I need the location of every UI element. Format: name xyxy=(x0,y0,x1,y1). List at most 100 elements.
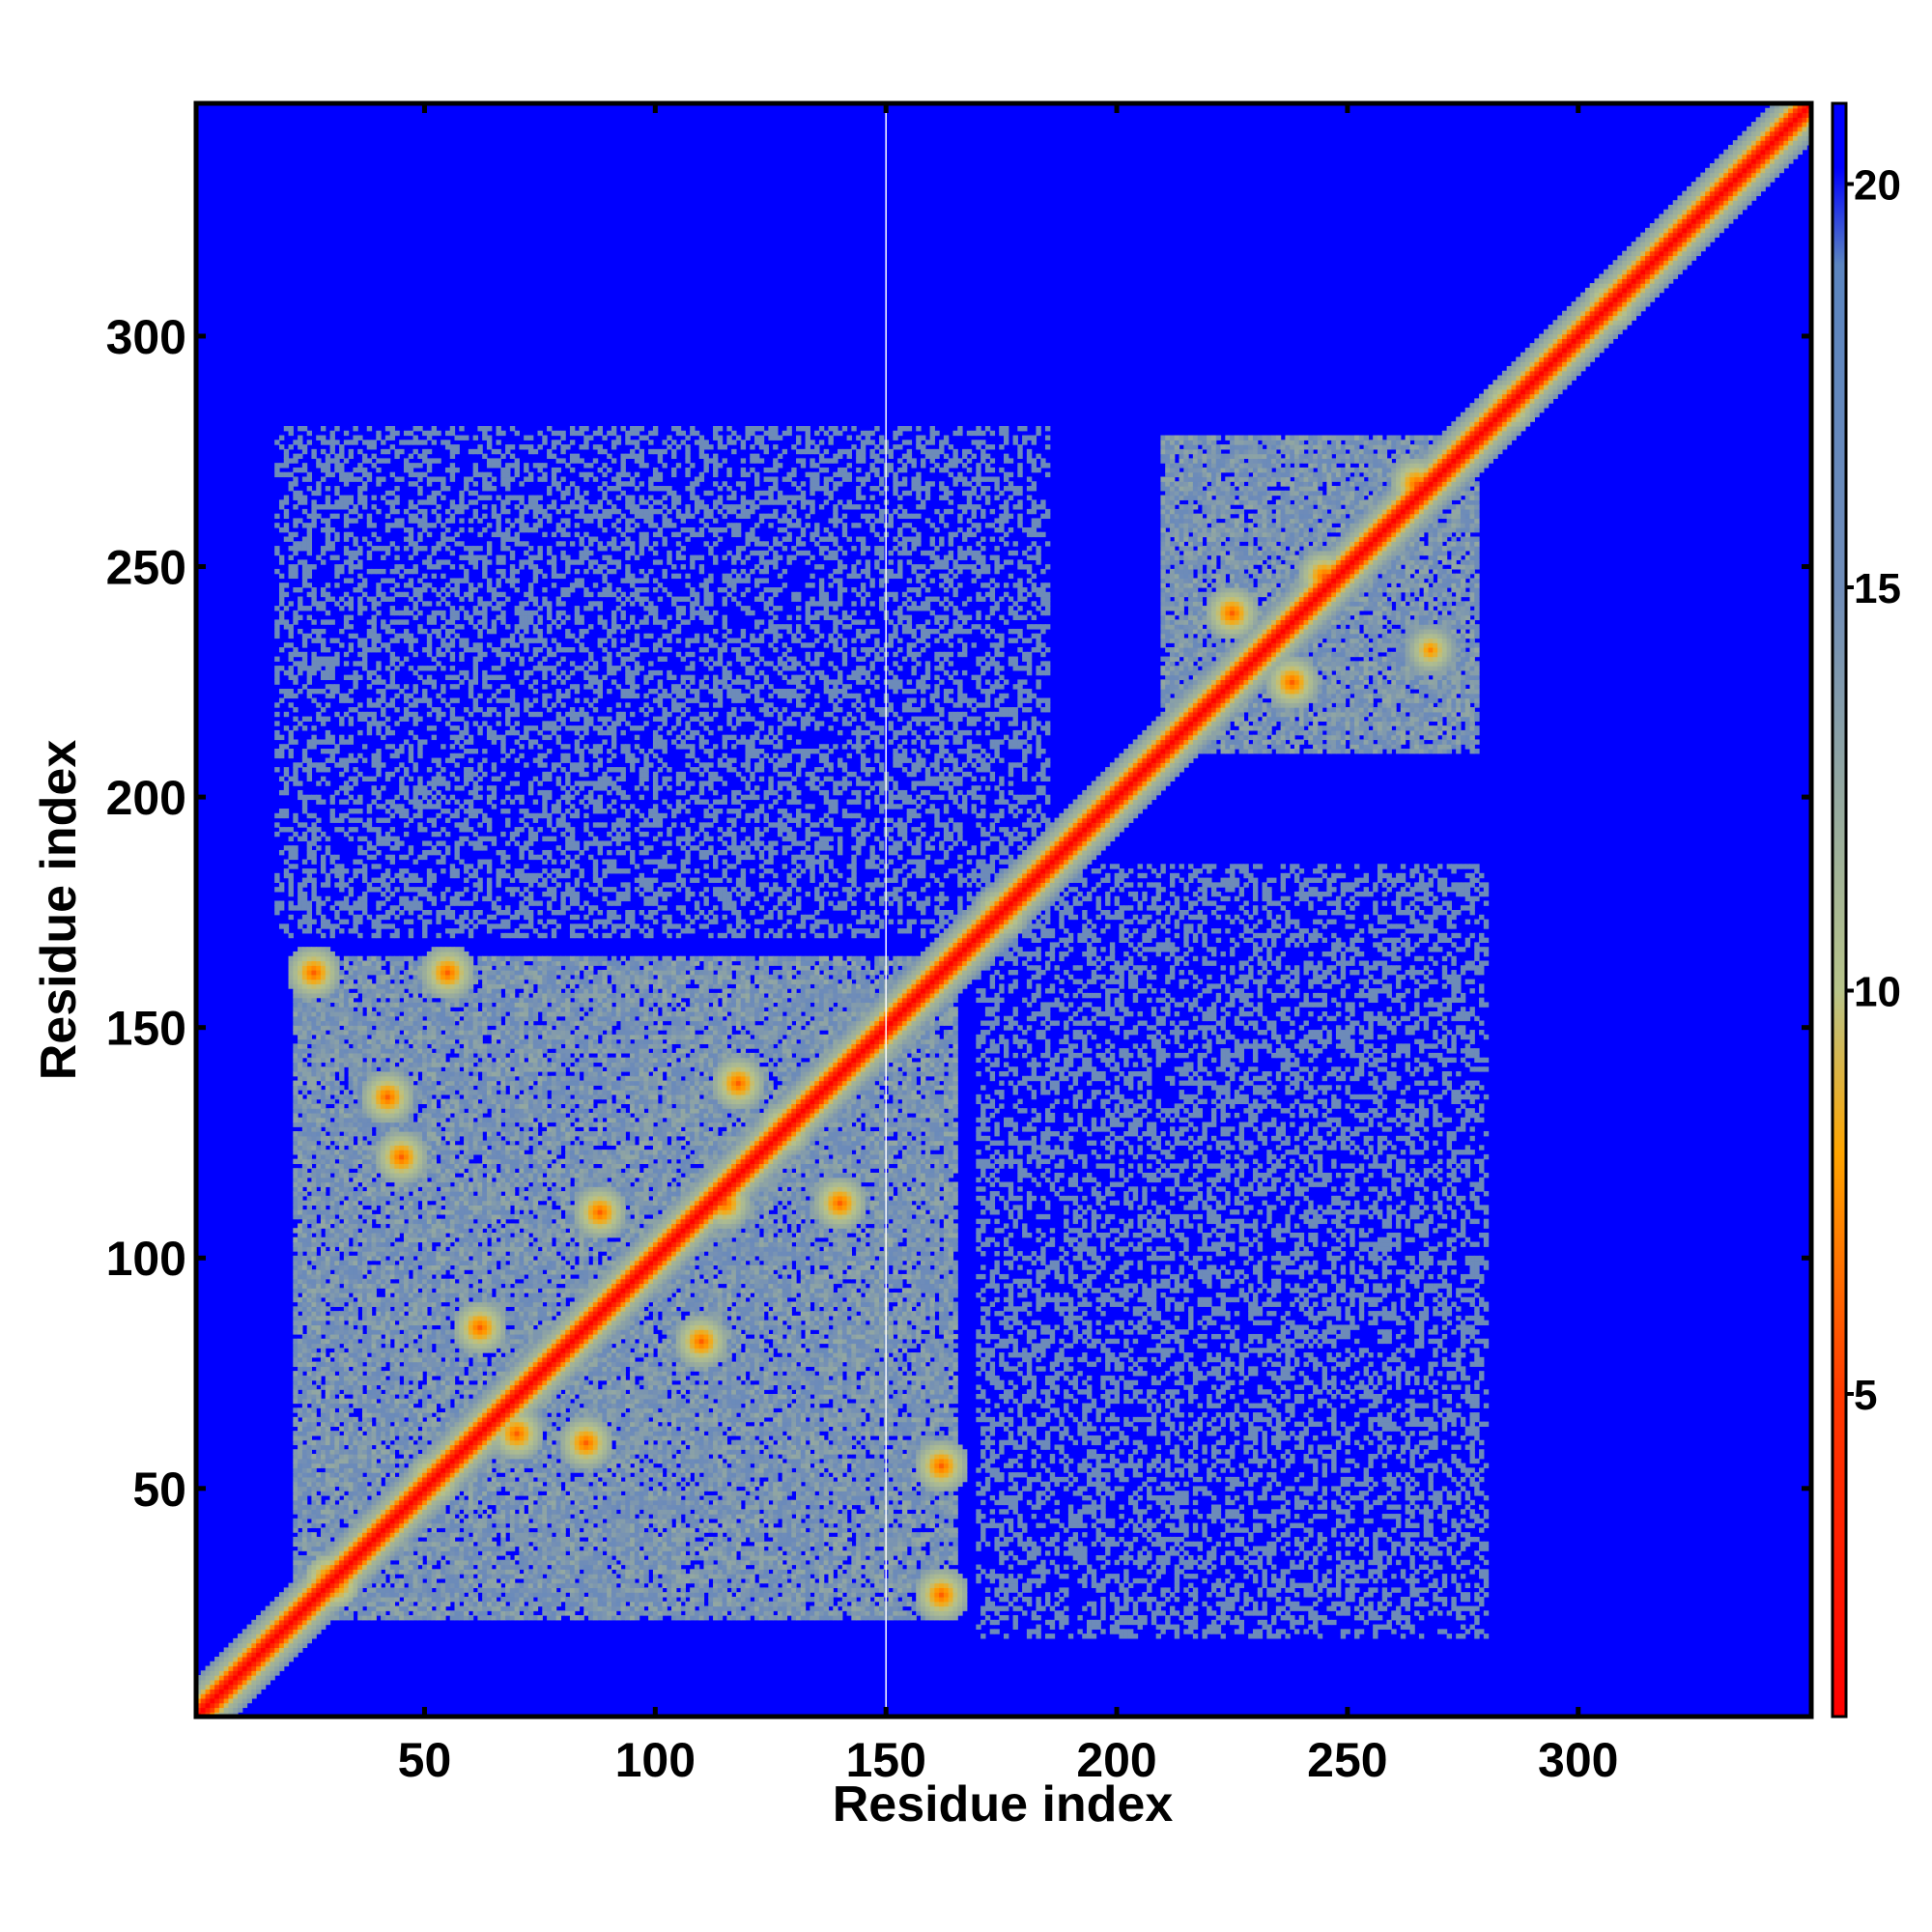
heatmap-cell xyxy=(1230,1602,1235,1606)
heatmap-cell xyxy=(367,1615,372,1620)
heatmap-cell xyxy=(791,1602,796,1606)
heatmap-cell xyxy=(367,1560,372,1565)
heatmap-cell xyxy=(455,1615,460,1620)
heatmap-cell xyxy=(791,1615,796,1620)
heatmap-cell xyxy=(667,1555,671,1560)
heatmap-cell xyxy=(261,1666,266,1671)
heatmap-cell xyxy=(791,1574,796,1578)
heatmap-cell xyxy=(321,1578,326,1583)
heatmap-cell xyxy=(1225,1597,1230,1602)
heatmap-cell xyxy=(528,1602,533,1606)
heatmap-cell xyxy=(1230,1620,1235,1625)
heatmap-cell xyxy=(1336,1592,1341,1597)
heatmap-cell xyxy=(339,1597,344,1602)
heatmap-cell xyxy=(1156,1605,1161,1610)
heatmap-cell xyxy=(270,1610,274,1615)
heatmap-cell xyxy=(505,1569,510,1574)
heatmap-cell xyxy=(745,1555,750,1560)
heatmap-cell xyxy=(1258,1565,1263,1570)
heatmap-cell xyxy=(810,1560,814,1565)
heatmap-cell xyxy=(786,1550,791,1555)
heatmap-cell xyxy=(1243,1602,1248,1606)
heatmap-cell xyxy=(247,1638,252,1643)
heatmap-cell xyxy=(1424,1565,1429,1570)
heatmap-cell xyxy=(519,1605,524,1610)
heatmap-cell xyxy=(339,1569,344,1574)
heatmap-cell xyxy=(487,1583,492,1588)
heatmap-cell xyxy=(893,1602,897,1606)
heatmap-cell xyxy=(256,1625,261,1630)
heatmap-cell xyxy=(298,1610,302,1615)
heatmap-cell xyxy=(588,1602,593,1606)
heatmap-cell xyxy=(1036,1565,1040,1570)
heatmap-cell xyxy=(723,1574,727,1578)
heatmap-cell xyxy=(866,1597,870,1602)
heatmap-cell xyxy=(302,1597,307,1602)
heatmap-cell xyxy=(330,1610,335,1615)
heatmap-cell xyxy=(736,1574,741,1578)
heatmap-cell xyxy=(1341,1574,1346,1578)
heatmap-cell xyxy=(611,1587,616,1592)
heatmap-cell xyxy=(266,1657,270,1662)
heatmap-cell xyxy=(847,1587,852,1592)
heatmap-cell xyxy=(736,1560,741,1565)
heatmap-cell xyxy=(1105,1574,1110,1578)
heatmap-cell xyxy=(385,1569,390,1574)
heatmap-cell xyxy=(417,1602,422,1606)
heatmap-cell xyxy=(344,1569,349,1574)
heatmap-cell xyxy=(1004,1555,1009,1560)
heatmap-cell xyxy=(385,1555,390,1560)
heatmap-cell xyxy=(1045,1597,1050,1602)
heatmap-cell xyxy=(242,1638,247,1643)
heatmap-cell xyxy=(1064,1565,1068,1570)
heatmap-cell xyxy=(316,1610,321,1615)
heatmap-cell xyxy=(773,1587,778,1592)
heatmap-cell xyxy=(1266,1592,1271,1597)
heatmap-cell xyxy=(519,1602,524,1606)
heatmap-cell xyxy=(321,1605,326,1610)
heatmap-cell xyxy=(519,1587,524,1592)
heatmap-cell xyxy=(293,1629,298,1634)
heatmap-cell xyxy=(1484,1610,1489,1615)
heatmap-cell xyxy=(330,1550,335,1555)
heatmap-cell xyxy=(1092,1610,1096,1615)
heatmap-cell xyxy=(874,1583,879,1588)
heatmap-cell xyxy=(1433,1565,1437,1570)
heatmap-cell xyxy=(593,1578,598,1583)
heatmap-cell xyxy=(1461,1546,1465,1550)
heatmap-cell xyxy=(538,1555,543,1560)
heatmap-cell xyxy=(907,1587,912,1592)
heatmap-cell xyxy=(866,1550,870,1555)
heatmap-cell xyxy=(911,1560,916,1565)
heatmap-cell xyxy=(1110,1625,1115,1630)
heatmap-cell xyxy=(394,1569,399,1574)
heatmap-cell xyxy=(1419,1615,1424,1620)
heatmap-cell xyxy=(1276,1634,1281,1638)
heatmap-cell xyxy=(1156,1569,1161,1574)
heatmap-cell xyxy=(409,1560,413,1565)
heatmap-cell xyxy=(432,1560,437,1565)
heatmap-cell xyxy=(353,1583,357,1588)
heatmap-cell xyxy=(930,1550,935,1555)
heatmap-cell xyxy=(1221,1610,1226,1615)
heatmap-cell xyxy=(690,1550,695,1555)
heatmap-cell xyxy=(635,1574,639,1578)
heatmap-cell xyxy=(450,1597,455,1602)
heatmap-cell xyxy=(500,1610,505,1615)
heatmap-cell xyxy=(861,1597,866,1602)
heatmap-cell xyxy=(1271,1634,1276,1638)
heatmap-cell xyxy=(902,1610,907,1615)
heatmap-cell xyxy=(819,1569,824,1574)
heatmap-cell xyxy=(801,1560,806,1565)
heatmap-cell xyxy=(482,1565,487,1570)
heatmap-cell xyxy=(921,1569,925,1574)
heatmap-cell xyxy=(565,1546,570,1550)
heatmap-cell xyxy=(565,1569,570,1574)
heatmap-cell xyxy=(357,1615,362,1620)
heatmap-cell xyxy=(1281,1578,1286,1583)
heatmap-cell xyxy=(440,1615,445,1620)
heatmap-cell xyxy=(1050,1605,1055,1610)
heatmap-cell xyxy=(621,1578,626,1583)
heatmap-cell xyxy=(552,1550,556,1555)
heatmap-cell xyxy=(330,1615,335,1620)
